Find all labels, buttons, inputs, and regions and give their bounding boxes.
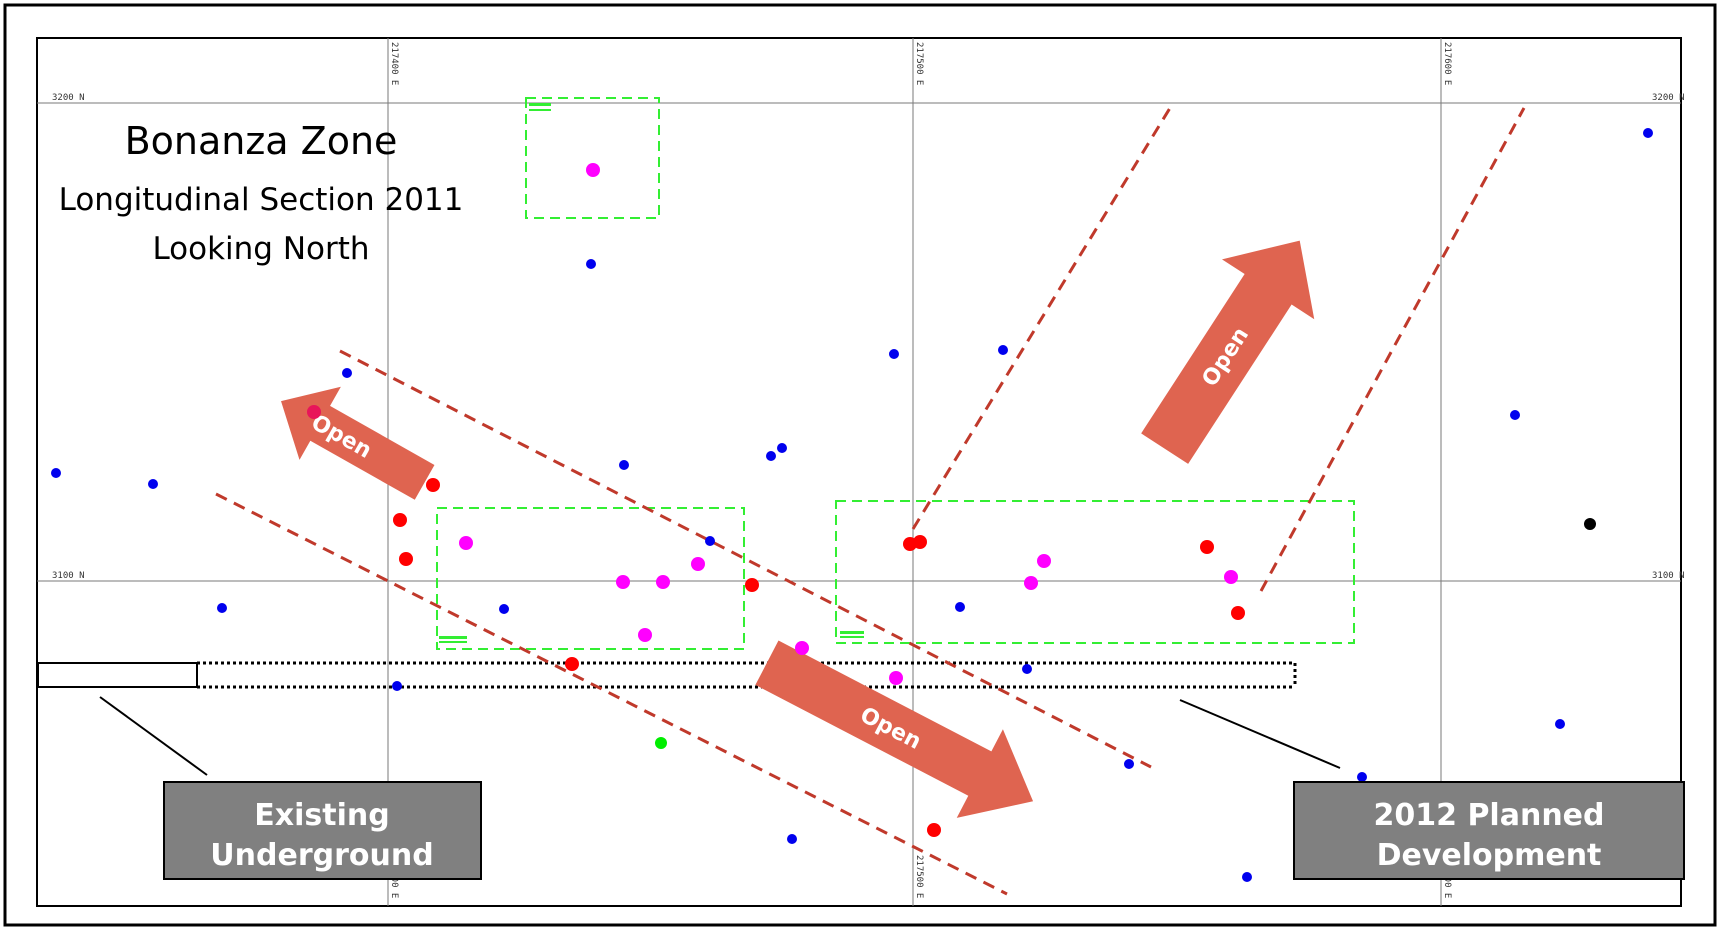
northing-label-left-2: 3100 N <box>52 571 85 581</box>
existing-label-line-2: Underground <box>210 838 433 873</box>
trend-line-upper <box>339 349 1152 769</box>
drillhole-point-black <box>1584 518 1596 530</box>
target-zone-left <box>436 507 745 650</box>
drillhole-point <box>913 535 927 549</box>
easting-label-bottom-2: 217500 E <box>914 855 924 898</box>
drillhole-point <box>1037 554 1051 568</box>
drillhole-point <box>1555 719 1565 729</box>
existing-label-box <box>163 781 482 880</box>
northing-label-right-2: 3100 N <box>1652 571 1685 581</box>
planned-leader-line <box>1179 699 1341 769</box>
planned-label-line-2: Development <box>1377 838 1602 873</box>
drillhole-point <box>1231 606 1245 620</box>
drillhole-point <box>998 345 1008 355</box>
drillhole-point <box>399 552 413 566</box>
target-zone-tag <box>439 641 467 643</box>
drillhole-point <box>656 575 670 589</box>
existing-label-line-1: Existing <box>254 798 389 833</box>
drillhole-point <box>1510 410 1520 420</box>
map-title: Bonanza Zone Longitudinal Section 2011 L… <box>59 119 464 267</box>
target-zone-tag <box>840 631 864 634</box>
planned-label-line-1: 2012 Planned <box>1374 798 1605 833</box>
title-line-3: Looking North <box>152 231 369 267</box>
title-line-2: Longitudinal Section 2011 <box>59 182 464 218</box>
drillhole-point <box>148 479 158 489</box>
existing-underground-label: Existing Underground <box>163 781 482 880</box>
drillhole-point <box>459 536 473 550</box>
drillhole-point <box>392 681 402 691</box>
target-zone-right <box>835 500 1355 644</box>
drillhole-point <box>307 405 321 419</box>
drillhole-point <box>393 513 407 527</box>
target-zone-top <box>525 97 660 219</box>
drillhole-point <box>777 443 787 453</box>
drillhole-point <box>426 478 440 492</box>
planned-development-label: 2012 Planned Development <box>1293 781 1685 880</box>
drillhole-point <box>955 602 965 612</box>
drillhole-point <box>1200 540 1214 554</box>
planned-development-drift <box>197 661 1297 689</box>
drillhole-point <box>1357 772 1367 782</box>
drillhole-point <box>1022 664 1032 674</box>
drillhole-point <box>889 671 903 685</box>
drillhole-point <box>638 628 652 642</box>
drillhole-point <box>691 557 705 571</box>
drillhole-point <box>705 536 715 546</box>
trend-line-right-2 <box>1259 107 1526 592</box>
target-zone-tag <box>840 636 864 638</box>
drillhole-point <box>1124 759 1134 769</box>
target-zones <box>436 97 1355 650</box>
drillhole-point <box>499 604 509 614</box>
title-line-1: Bonanza Zone <box>125 119 398 163</box>
drillhole-point <box>565 657 579 671</box>
drillhole-point <box>787 834 797 844</box>
drillhole-point <box>619 460 629 470</box>
target-zone-tags <box>439 103 864 643</box>
drillhole-point <box>766 451 776 461</box>
drillhole-point <box>586 259 596 269</box>
trend-line-right-1 <box>911 107 1172 530</box>
drillhole-point <box>586 163 600 177</box>
drillhole-point <box>1224 570 1238 584</box>
northing-label-left-1: 3200 N <box>52 93 85 103</box>
drillhole-point <box>51 468 61 478</box>
drillhole-point <box>745 578 759 592</box>
target-zone-tag <box>529 109 551 111</box>
planned-label-box <box>1293 781 1685 880</box>
existing-leader-line <box>99 696 208 776</box>
drillhole-point <box>217 603 227 613</box>
drillhole-point <box>889 349 899 359</box>
drillhole-point-green <box>655 737 667 749</box>
drillhole-point <box>1024 576 1038 590</box>
northing-label-right-1: 3200 N <box>1652 93 1685 103</box>
easting-label-top-2: 217500 E <box>914 42 924 85</box>
target-zone-tag <box>439 636 467 639</box>
drillholes-magenta <box>459 163 1238 685</box>
drillhole-point <box>1643 128 1653 138</box>
drillhole-point <box>795 641 809 655</box>
drillhole-point <box>1242 872 1252 882</box>
easting-label-top-3: 217600 E <box>1442 42 1452 85</box>
trend-lines <box>215 107 1526 896</box>
map-frame <box>36 37 1682 907</box>
drillholes-red <box>307 405 1245 837</box>
easting-label-top-1: 217400 E <box>389 42 399 85</box>
drillhole-point <box>342 368 352 378</box>
target-zone-tag <box>529 103 551 106</box>
trend-line-lower <box>215 492 1008 896</box>
drillholes-blue <box>51 128 1653 882</box>
existing-underground-drift <box>37 662 198 688</box>
drillhole-point <box>616 575 630 589</box>
drillhole-point <box>927 823 941 837</box>
